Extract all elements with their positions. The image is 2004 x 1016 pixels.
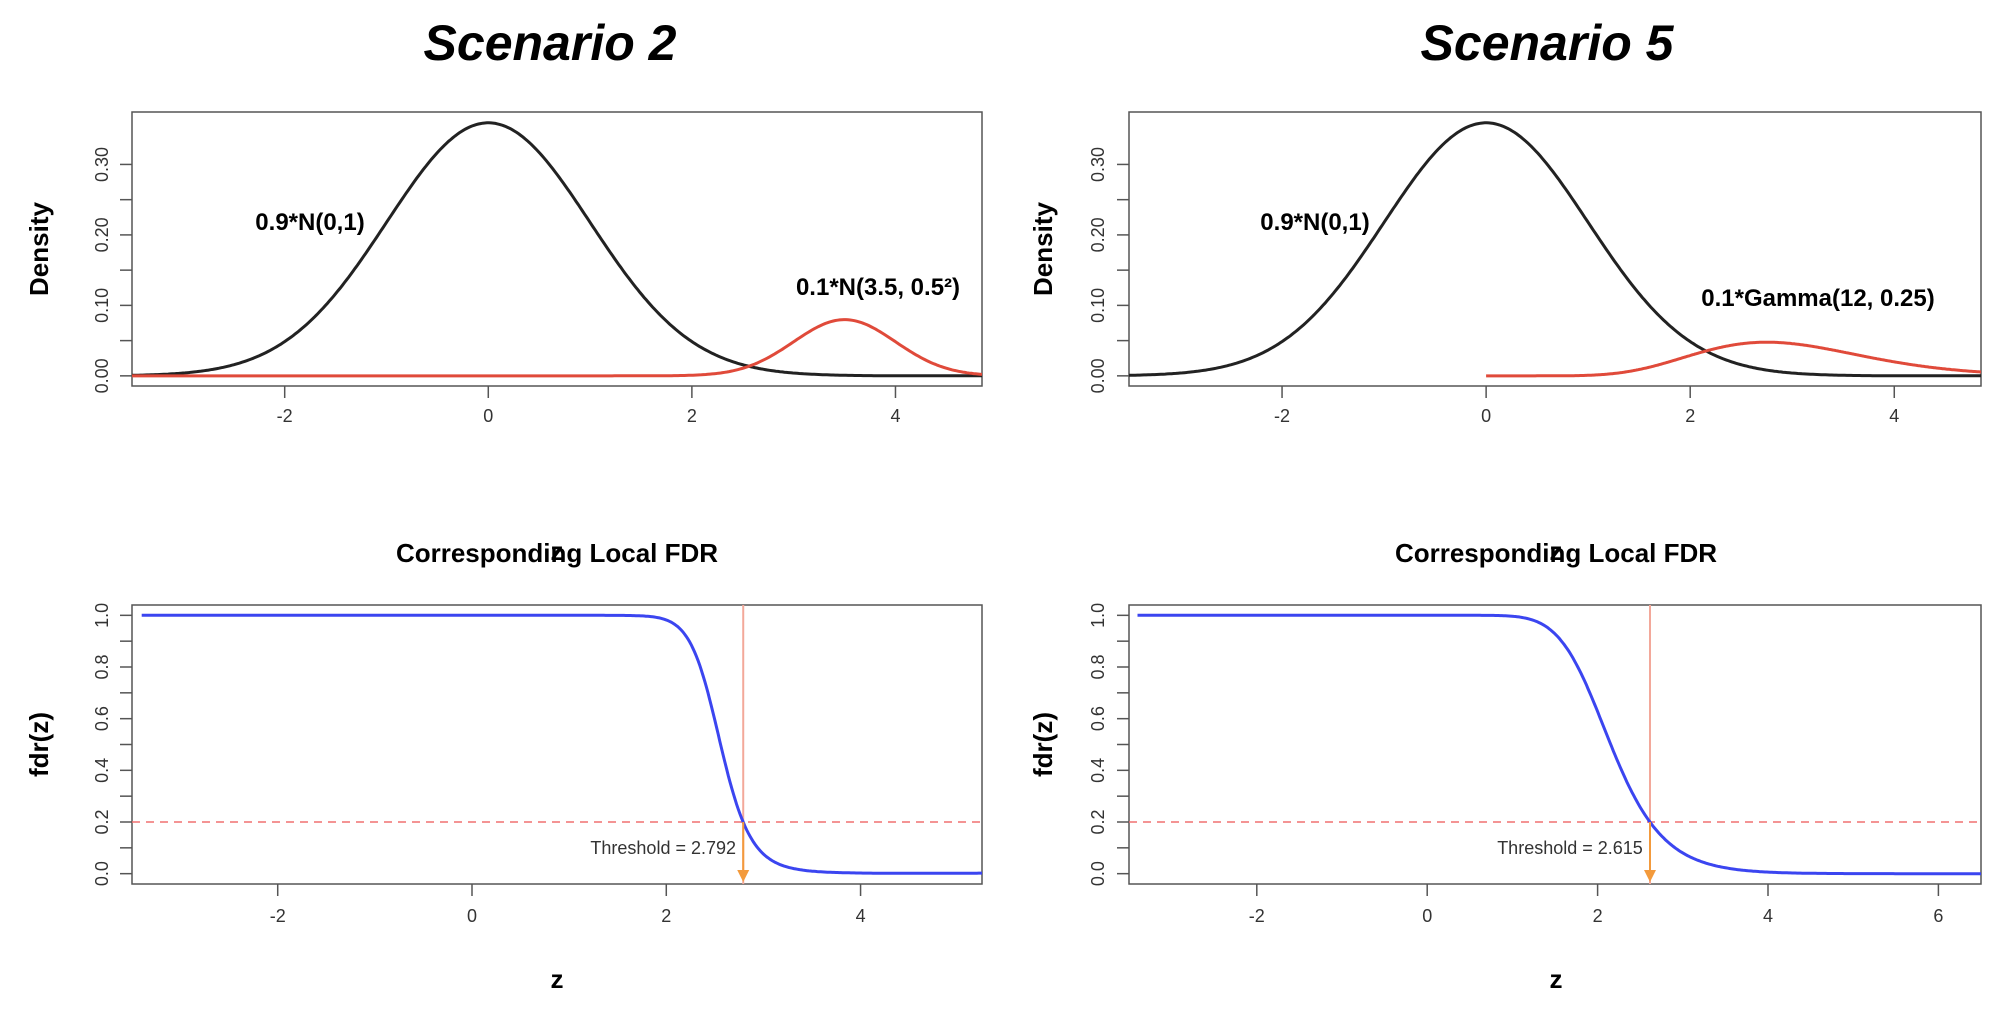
threshold-annotation: Threshold = 2.615 [1497,838,1643,858]
y-tick-label: 1.0 [1088,603,1108,628]
x-tick-label: -2 [1274,406,1290,426]
y-tick-label: 0.30 [92,147,112,182]
y-axis-label: Density [24,202,54,296]
y-tick-label: 0.2 [92,809,112,834]
plot-area [132,605,982,884]
x-tick-label: 2 [1593,906,1603,926]
y-tick-label: 0.6 [92,706,112,731]
y-axis-label: Density [1028,202,1058,296]
plot-frame [131,604,983,885]
x-axis-label: z [1550,964,1563,994]
x-tick-label: 2 [687,406,697,426]
x-tick-label: -2 [1249,906,1265,926]
fdr-curve [1137,613,1981,876]
threshold-annotation: Threshold = 2.792 [590,838,736,858]
scenario-2-title: Scenario 2 [423,15,677,71]
x-axis-label: z [551,964,564,994]
plot-area [132,121,982,378]
threshold-arrow-head [1643,870,1656,882]
y-tick-label: 0.30 [1088,147,1108,182]
fdr-curve [141,613,982,875]
x-tick-label: 2 [1685,406,1695,426]
y-tick-label: 0.10 [92,288,112,323]
y-tick-label: 0.8 [1088,654,1108,679]
series-label-null: 0.9*N(0,1) [255,209,364,236]
density-curve-alternative [1486,340,1981,378]
x-tick-label: 4 [856,906,866,926]
y-tick-label: 0.0 [92,861,112,886]
y-tick-label: 0.20 [1088,217,1108,252]
density-curve-null [132,121,982,378]
x-tick-label: 6 [1933,906,1943,926]
y-tick-label: 0.4 [1088,758,1108,783]
y-tick-label: 0.00 [1088,358,1108,393]
y-tick-label: 0.20 [92,217,112,252]
x-tick-label: 4 [890,406,900,426]
chart-title: Corresponding Local FDR [396,538,718,568]
y-axis-label: fdr(z) [1028,712,1058,777]
density-curve-alternative [132,318,982,378]
y-tick-label: 0.2 [1088,809,1108,834]
y-tick-label: 0.6 [1088,706,1108,731]
chart-panel-s5-fdr: -2 0 2 4 6 0.0 0.2 0.4 0.6 0.8 1.0 z fdr(z) Correspon… [1028,538,1982,994]
chart-panel-s5-density: -2 0 2 4 0.00 0.10 0.20 0.30 z Density 0.9*N(0,1) 0… [1028,111,1982,566]
x-tick-label: -2 [270,906,286,926]
plot-frame [131,111,983,387]
chart-panel-s2-density: -2 0 2 4 0.00 0.10 0.20 0.30 z Density 0.9*N(0,1) 0… [24,111,983,566]
x-tick-label: 4 [1763,906,1773,926]
y-axis-label: fdr(z) [24,712,54,777]
series-label-null: 0.9*N(0,1) [1260,209,1369,236]
x-tick-label: 0 [467,906,477,926]
chart-panel-s2-fdr: -2 0 2 4 0.0 0.2 0.4 0.6 0.8 1.0 z fdr(z) Correspond… [24,538,983,994]
x-tick-label: 0 [1481,406,1491,426]
y-tick-label: 0.10 [1088,288,1108,323]
x-tick-label: 0 [483,406,493,426]
x-tick-label: -2 [277,406,293,426]
series-label-alternative: 0.1*N(3.5, 0.5²) [796,274,960,301]
y-tick-label: 1.0 [92,603,112,628]
y-tick-label: 0.00 [92,358,112,393]
plot-area [1129,121,1981,378]
x-axis-label: z [551,536,564,566]
x-tick-label: 0 [1422,906,1432,926]
series-label-alternative: 0.1*Gamma(12, 0.25) [1701,285,1934,312]
scenario-5-title: Scenario 5 [1420,15,1674,71]
x-tick-label: 2 [661,906,671,926]
y-tick-label: 0.8 [92,654,112,679]
chart-title: Corresponding Local FDR [1395,538,1717,568]
plot-frame [1128,111,1982,387]
y-tick-label: 0.0 [1088,861,1108,886]
x-axis-label: z [1550,536,1563,566]
density-curve-null [1129,121,1981,378]
x-tick-label: 4 [1889,406,1899,426]
y-tick-label: 0.4 [92,758,112,783]
threshold-arrow-head [737,870,750,882]
